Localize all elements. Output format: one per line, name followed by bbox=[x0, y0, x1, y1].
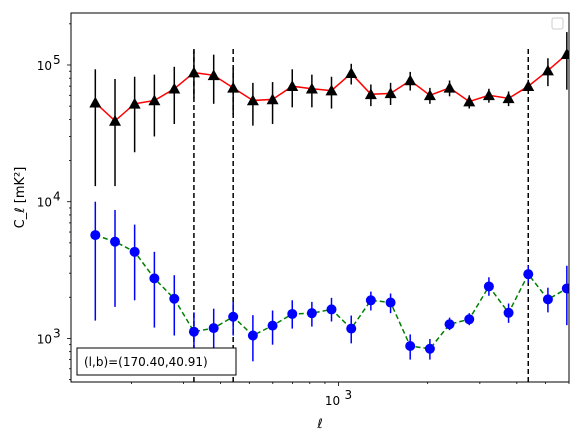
series-0-point-10 bbox=[286, 80, 299, 91]
series-0-point-14 bbox=[364, 88, 377, 100]
series-1-point-24 bbox=[561, 283, 569, 294]
x-tick-label-exp-1000: 3 bbox=[345, 388, 353, 402]
series-0-point-5 bbox=[187, 66, 200, 78]
series-1-point-5 bbox=[188, 326, 199, 337]
series-0-point-15 bbox=[384, 87, 397, 99]
series-0-point-20 bbox=[482, 89, 495, 101]
series-1-point-10 bbox=[287, 308, 298, 319]
series-1-point-21 bbox=[503, 307, 514, 318]
series-0-point-7 bbox=[227, 81, 240, 93]
plot-area bbox=[89, 32, 569, 382]
series-1-line bbox=[95, 234, 568, 350]
series-1-point-23 bbox=[542, 294, 553, 305]
annotation-box bbox=[76, 347, 237, 376]
series-1-point-19 bbox=[464, 314, 475, 325]
coordinate-annotation: (l,b)=(170.40,40.91) bbox=[76, 347, 237, 376]
y-tick-label-1000: 10 bbox=[37, 332, 52, 346]
series-0-point-9 bbox=[266, 93, 279, 105]
series-1-point-12 bbox=[326, 304, 337, 315]
series-0-point-17 bbox=[423, 89, 436, 101]
series-1-point-15 bbox=[385, 297, 396, 308]
series-1-point-11 bbox=[306, 308, 317, 319]
y-tick-label-exp-1000: 3 bbox=[53, 326, 61, 340]
series-0-point-6 bbox=[207, 69, 220, 81]
series-1-point-8 bbox=[247, 330, 258, 341]
series-0-point-4 bbox=[168, 82, 181, 94]
series-1-point-6 bbox=[208, 323, 219, 334]
series-1-point-20 bbox=[483, 281, 494, 292]
series-1-point-17 bbox=[424, 343, 435, 354]
series-0-point-23 bbox=[541, 64, 554, 76]
series-0-point-11 bbox=[305, 82, 318, 94]
series-1-point-13 bbox=[346, 323, 357, 334]
series-1-point-0 bbox=[90, 230, 101, 241]
series-1-point-7 bbox=[228, 311, 239, 322]
series-0-point-8 bbox=[246, 94, 259, 106]
series-1-point-18 bbox=[444, 319, 455, 330]
x-tick-label-1000: 10 bbox=[325, 394, 340, 408]
series-0-point-3 bbox=[148, 94, 161, 106]
series-0-point-1 bbox=[109, 114, 122, 126]
x-axis-ticks: 10 3 bbox=[131, 382, 570, 408]
series-1-point-16 bbox=[405, 341, 416, 352]
annotation-text: (l,b)=(170.40,40.91) bbox=[84, 355, 208, 369]
series-1-point-22 bbox=[523, 269, 534, 280]
series-0-point-2 bbox=[128, 97, 141, 109]
y-tick-label-exp-100000: 5 bbox=[53, 53, 61, 67]
series-0-point-16 bbox=[404, 74, 417, 86]
series-0-point-21 bbox=[502, 92, 515, 104]
series-1-point-1 bbox=[110, 236, 121, 247]
series-1-point-2 bbox=[129, 246, 140, 257]
plot-content bbox=[89, 32, 569, 382]
y-tick-label-10000: 10 bbox=[37, 196, 52, 210]
series-0-point-12 bbox=[325, 84, 338, 96]
series-1-point-14 bbox=[365, 295, 376, 306]
series-0-point-22 bbox=[522, 80, 535, 91]
series-1-point-9 bbox=[267, 320, 278, 331]
series-0-point-19 bbox=[463, 95, 476, 107]
series-0-point-18 bbox=[443, 81, 456, 93]
y-axis-label: C_ℓ [mK²] bbox=[13, 167, 28, 229]
series-0-point-0 bbox=[89, 96, 102, 108]
y-tick-label-exp-10000: 4 bbox=[53, 190, 61, 204]
series-0-point-13 bbox=[345, 67, 358, 79]
series-1-point-3 bbox=[149, 273, 160, 284]
x-axis-label: ℓ bbox=[316, 417, 322, 432]
legend-box bbox=[551, 17, 564, 30]
axes-frame bbox=[70, 12, 570, 383]
series-0-point-24 bbox=[560, 48, 569, 59]
series-1-point-4 bbox=[169, 293, 180, 304]
y-tick-label-100000: 10 bbox=[37, 59, 52, 73]
